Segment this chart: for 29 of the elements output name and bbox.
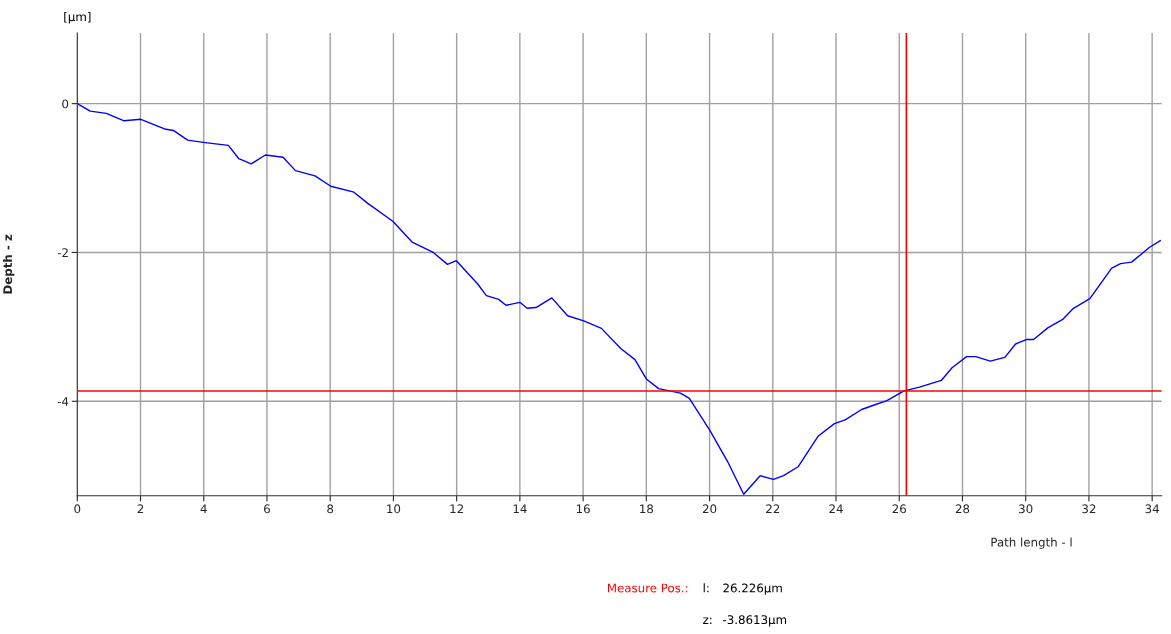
x-tick-label: 4	[200, 504, 207, 514]
y-axis-title: Depth - z	[2, 234, 15, 294]
x-tick-label: 2	[137, 504, 144, 514]
x-axis-title: Path length - l	[991, 537, 1072, 549]
text: l:	[703, 583, 709, 593]
x-tick-label: 10	[387, 504, 401, 514]
y-tick-label: -4	[57, 397, 69, 406]
x-tick-label: 26	[892, 504, 907, 514]
x-tick-label: 32	[1082, 504, 1096, 514]
x-tick-label: 28	[955, 504, 970, 514]
x-tick-label: 18	[640, 504, 654, 514]
y-tick-label: -2	[57, 248, 68, 257]
x-tick-label: 20	[702, 504, 717, 514]
x-tick-label: 12	[450, 504, 463, 514]
text: 26.226µm	[723, 583, 782, 595]
x-tick-label: 14	[513, 504, 527, 514]
x-tick-label: 0	[74, 504, 81, 514]
y-tick-label: 0	[62, 99, 69, 109]
text: -3.8613µm	[723, 615, 787, 627]
x-tick-label: 16	[576, 504, 590, 514]
x-tick-label: 8	[327, 504, 334, 514]
x-tick-label: 34	[1145, 504, 1159, 514]
text: Measure Pos.:	[607, 583, 688, 593]
x-tick-label: 24	[829, 504, 843, 514]
text: z:	[703, 617, 712, 624]
x-tick-label: 6	[264, 504, 270, 514]
text: [µm]	[64, 12, 91, 24]
x-tick-label: 22	[766, 504, 780, 514]
x-tick-label: 30	[1019, 504, 1033, 514]
